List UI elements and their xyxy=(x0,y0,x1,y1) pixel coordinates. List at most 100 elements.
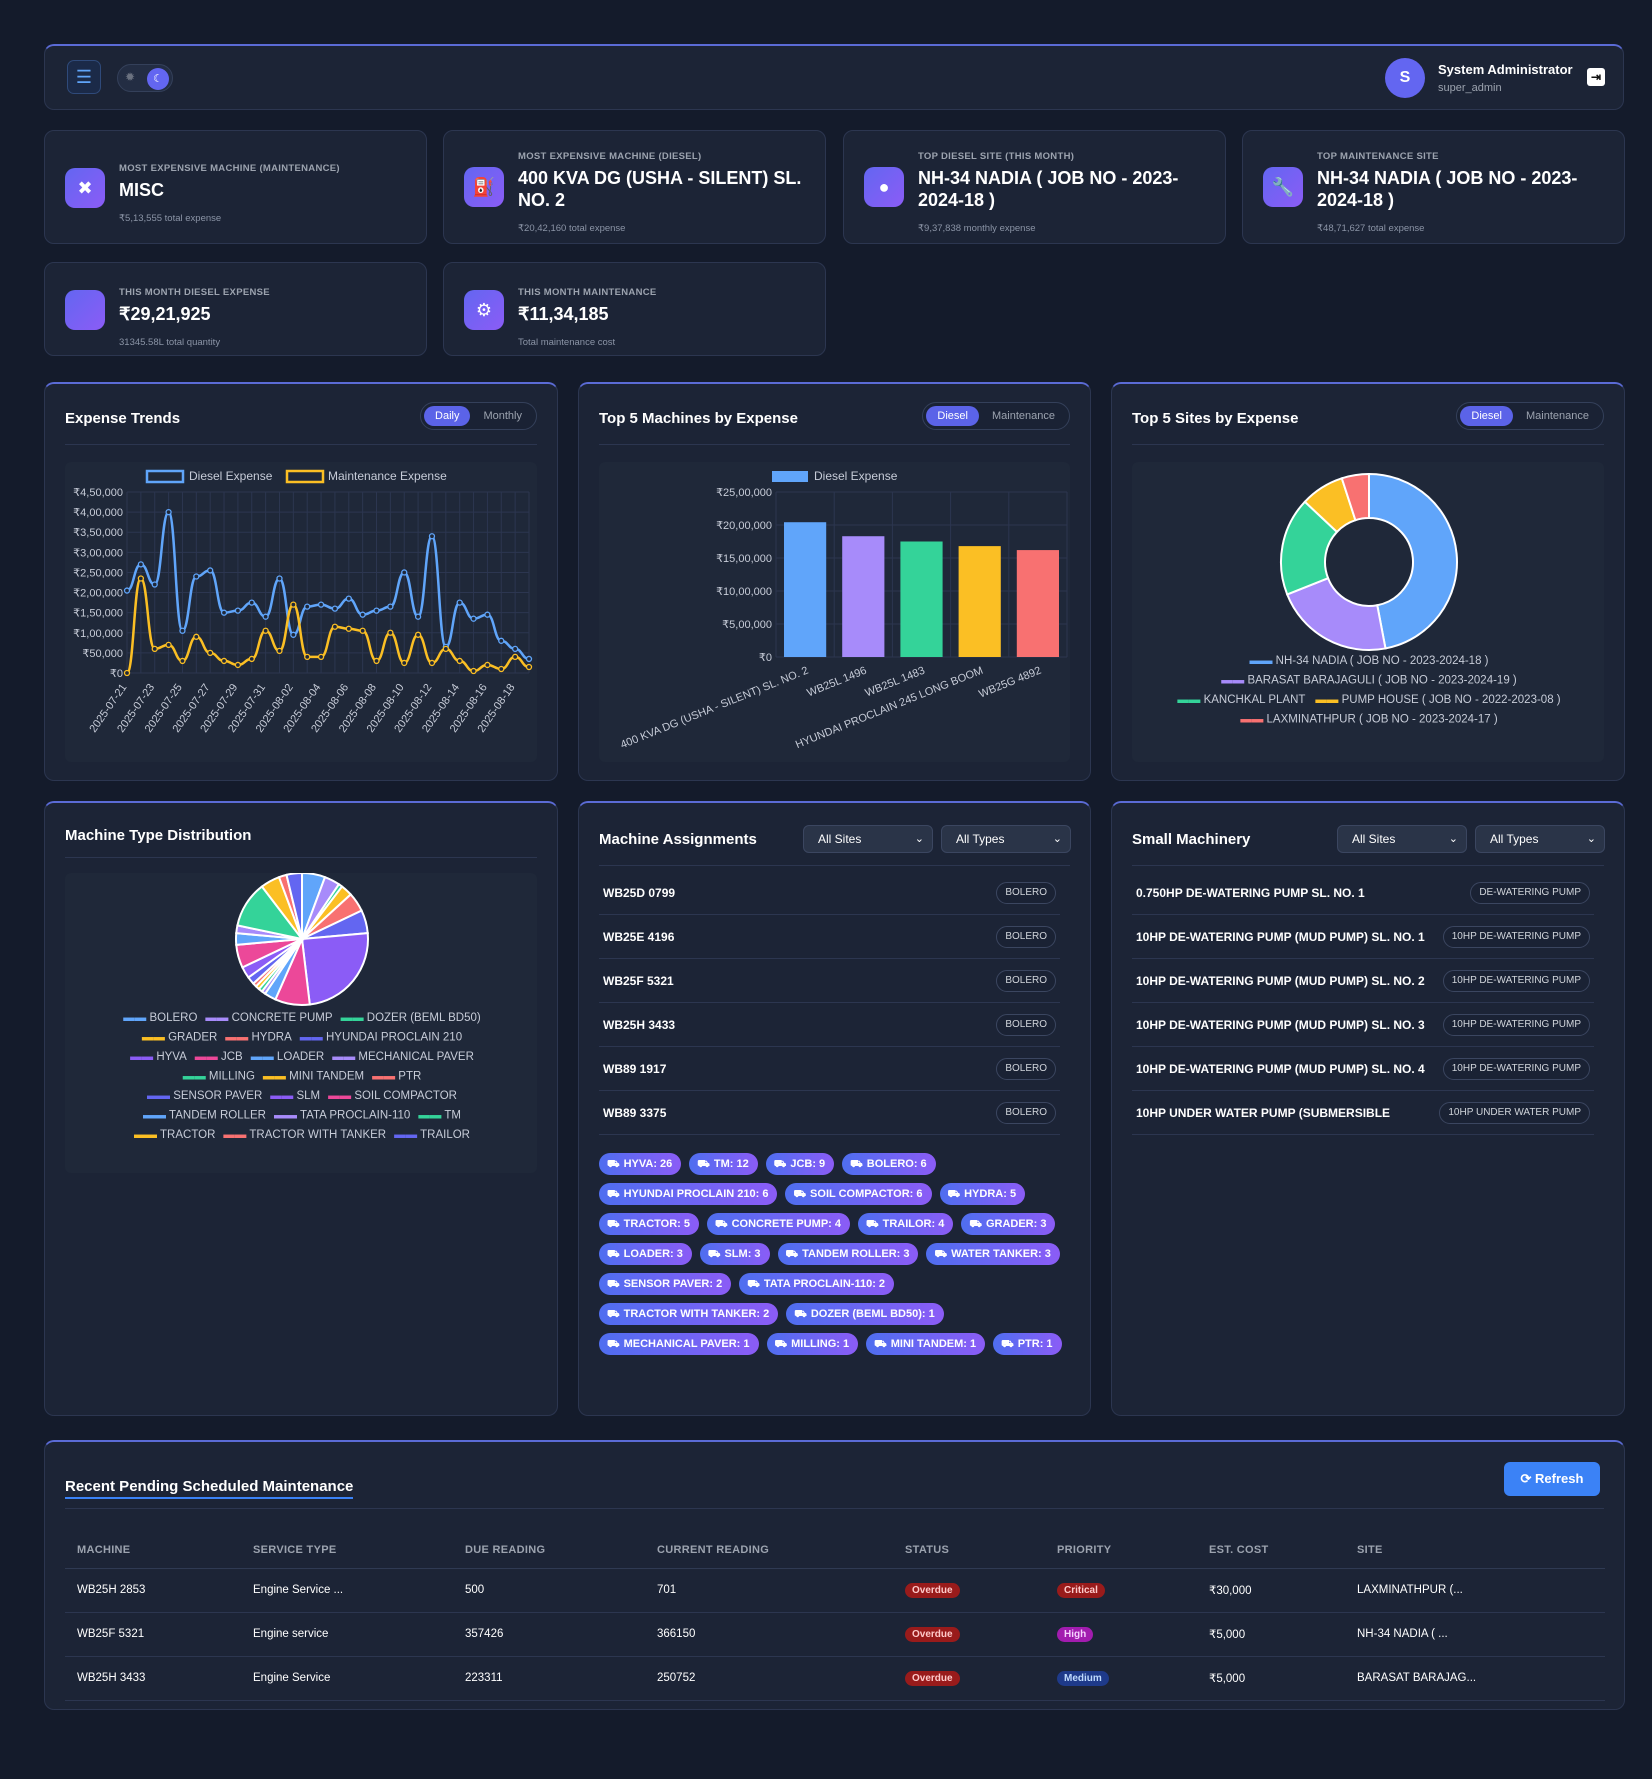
toggle-diesel[interactable]: Diesel xyxy=(1460,406,1513,426)
data-point xyxy=(401,569,408,576)
type-count-chip[interactable]: ⛟ WATER TANKER: 3 xyxy=(926,1243,1060,1265)
theme-toggle[interactable]: ✹ ☾ xyxy=(117,64,173,92)
list-item[interactable]: WB25F 5321 BOLERO xyxy=(599,959,1060,1003)
legend-swatch: ▬▬ xyxy=(183,1071,209,1083)
type-count-chip[interactable]: ⛟ DOZER (BEML BD50): 1 xyxy=(786,1303,944,1325)
column-header[interactable]: MACHINE xyxy=(65,1532,241,1569)
type-count-chip[interactable]: ⛟ TRACTOR WITH TANKER: 2 xyxy=(599,1303,779,1325)
avatar[interactable]: S xyxy=(1385,58,1425,98)
type-count-chip[interactable]: ⛟ HYUNDAI PROCLAIN 210: 6 xyxy=(599,1183,778,1205)
column-header[interactable]: SITE xyxy=(1345,1532,1605,1569)
toggle-daily[interactable]: Daily xyxy=(424,406,471,426)
type-badge: DE-WATERING PUMP xyxy=(1470,882,1590,904)
type-count-chip[interactable]: ⛟ GRADER: 3 xyxy=(961,1213,1056,1235)
divider xyxy=(599,865,1070,866)
type-count-chip[interactable]: ⛟ TANDEM ROLLER: 3 xyxy=(777,1243,919,1265)
legend-label: LAXMINATHPUR ( JOB NO - 2023-2024-17 ) xyxy=(1267,714,1498,726)
machine-name: WB25H 3433 xyxy=(603,1018,676,1032)
type-count-chip[interactable]: ⛟ TRACTOR: 5 xyxy=(599,1213,700,1235)
type-count-chip[interactable]: ⛟ SLM: 3 xyxy=(699,1243,770,1265)
type-count-chip[interactable]: ⛟ TM: 12 xyxy=(689,1153,758,1175)
type-count-chip[interactable]: ⛟ TRAILOR: 4 xyxy=(858,1213,954,1235)
type-count-chip[interactable]: ⛟ BOLERO: 6 xyxy=(842,1153,936,1175)
list-item[interactable]: 10HP DE-WATERING PUMP (MUD PUMP) SL. NO.… xyxy=(1132,1003,1594,1047)
type-count-chip[interactable]: ⛟ MINI TANDEM: 1 xyxy=(866,1333,986,1355)
truck-icon: ⛟ xyxy=(747,1279,760,1290)
machine-type-pie-chart: ▬▬ BOLERO ▬▬ CONCRETE PUMP ▬▬ DOZER (BEML … xyxy=(123,873,481,1141)
list-item[interactable]: WB89 1917 BOLERO xyxy=(599,1047,1060,1091)
legend-label: Maintenance Expense xyxy=(328,469,447,483)
table-row[interactable]: WB25H 2853 Engine Service ... 500 701 Overdu… xyxy=(65,1568,1605,1613)
column-header[interactable]: CURRENT READING xyxy=(645,1532,893,1569)
legend-swatch: ▬▬ xyxy=(205,1012,231,1024)
stat-value: NH-34 NADIA ( JOB NO - 2023-2024-18 ) xyxy=(1317,168,1578,210)
chip-label: SENSOR PAVER: 2 xyxy=(623,1278,723,1290)
list-item[interactable]: 10HP UNDER WATER PUMP (SUBMERSIBLE 10HP … xyxy=(1132,1091,1594,1135)
type-filter-select[interactable]: All Types ⌄ xyxy=(941,825,1071,853)
refresh-button[interactable]: ⟳ Refresh xyxy=(1504,1462,1600,1496)
bar xyxy=(900,541,943,657)
column-header[interactable]: SERVICE TYPE xyxy=(241,1532,453,1569)
blank-icon xyxy=(65,290,105,330)
hamburger-menu-icon[interactable]: ☰ xyxy=(67,60,101,94)
table-cell: 223311 xyxy=(453,1656,645,1701)
data-point xyxy=(207,649,214,657)
card-title: Expense Trends xyxy=(65,410,181,427)
data-point xyxy=(414,613,422,620)
type-badge: BOLERO xyxy=(996,1014,1056,1036)
data-point xyxy=(414,631,422,638)
list-item[interactable]: WB25D 0799 BOLERO xyxy=(599,871,1060,915)
logout-icon[interactable]: ⇥ xyxy=(1587,68,1605,86)
type-count-chip[interactable]: ⛟ JCB: 9 xyxy=(765,1153,835,1175)
type-count-chip[interactable]: ⛟ CONCRETE PUMP: 4 xyxy=(707,1213,851,1235)
list-item[interactable]: 10HP DE-WATERING PUMP (MUD PUMP) SL. NO.… xyxy=(1132,1047,1594,1091)
site-filter-select[interactable]: All Sites ⌄ xyxy=(1337,825,1467,853)
legend-label: SOIL COMPACTOR xyxy=(354,1090,457,1102)
y-tick-label: ₹3,00,000 xyxy=(73,547,123,559)
chip-label: TRACTOR WITH TANKER: 2 xyxy=(623,1308,770,1320)
card-title: Small Machinery xyxy=(1132,831,1251,848)
type-count-chip[interactable]: ⛟ TATA PROCLAIN-110: 2 xyxy=(739,1273,895,1295)
machine-name: WB25E 4196 xyxy=(603,930,675,944)
machine-type-card: Machine Type Distribution ▬▬ BOLERO ▬▬ CO… xyxy=(44,801,558,1416)
table-row[interactable]: WB25H 3433 Engine Service 223311 250752 Over… xyxy=(65,1656,1605,1701)
list-item[interactable]: WB89 3375 BOLERO xyxy=(599,1091,1060,1135)
chevron-down-icon: ⌄ xyxy=(1586,833,1596,845)
column-header[interactable]: DUE READING xyxy=(453,1532,645,1569)
type-filter-select[interactable]: All Types ⌄ xyxy=(1475,825,1605,853)
type-count-chip[interactable]: ⛟ MECHANICAL PAVER: 1 xyxy=(599,1333,759,1355)
toggle-monthly[interactable]: Monthly xyxy=(483,410,522,422)
list-item[interactable]: 0.750HP DE-WATERING PUMP SL. NO. 1 DE-WA… xyxy=(1132,871,1594,915)
type-count-chip[interactable]: ⛟ HYDRA: 5 xyxy=(939,1183,1026,1205)
data-point xyxy=(331,605,339,612)
type-filter-value: All Types xyxy=(1490,832,1539,846)
legend-swatch: ▬▬ xyxy=(147,1090,173,1102)
site-filter-select[interactable]: All Sites ⌄ xyxy=(803,825,933,853)
type-count-chip[interactable]: ⛟ MILLING: 1 xyxy=(766,1333,859,1355)
y-tick-label: ₹2,00,000 xyxy=(73,588,123,600)
type-count-chip[interactable]: ⛟ HYVA: 26 xyxy=(599,1153,682,1175)
chip-label: CONCRETE PUMP: 4 xyxy=(731,1218,842,1230)
machine-type-chips: ⛟ HYVA: 26 ⛟ TM: 12 ⛟ JCB: 9 ⛟ BOLERO: 6 ⛟ HYUNDA… xyxy=(599,1153,1069,1355)
type-count-chip[interactable]: ⛟ SOIL COMPACTOR: 6 xyxy=(785,1183,932,1205)
data-point xyxy=(304,603,311,610)
toggle-maintenance[interactable]: Maintenance xyxy=(1526,410,1589,422)
status-badge: Overdue xyxy=(905,1671,960,1686)
toggle-maintenance[interactable]: Maintenance xyxy=(992,410,1055,422)
type-count-chip[interactable]: ⛟ LOADER: 3 xyxy=(599,1243,692,1265)
column-header[interactable]: EST. COST xyxy=(1197,1532,1345,1569)
y-tick-label: ₹5,00,000 xyxy=(722,619,772,631)
toggle-diesel[interactable]: Diesel xyxy=(926,406,979,426)
column-header[interactable]: STATUS xyxy=(893,1532,1045,1569)
data-point xyxy=(442,645,449,653)
legend-label: Diesel Expense xyxy=(189,469,273,483)
type-count-chip[interactable]: ⛟ PTR: 1 xyxy=(993,1333,1062,1355)
list-item[interactable]: 10HP DE-WATERING PUMP (MUD PUMP) SL. NO.… xyxy=(1132,915,1594,959)
data-point xyxy=(123,669,131,677)
list-item[interactable]: WB25E 4196 BOLERO xyxy=(599,915,1060,959)
type-count-chip[interactable]: ⛟ SENSOR PAVER: 2 xyxy=(599,1273,732,1295)
list-item[interactable]: 10HP DE-WATERING PUMP (MUD PUMP) SL. NO.… xyxy=(1132,959,1594,1003)
column-header[interactable]: PRIORITY xyxy=(1045,1532,1197,1569)
table-row[interactable]: WB25F 5321 Engine service 357426 366150 Over… xyxy=(65,1612,1605,1657)
list-item[interactable]: WB25H 3433 BOLERO xyxy=(599,1003,1060,1047)
